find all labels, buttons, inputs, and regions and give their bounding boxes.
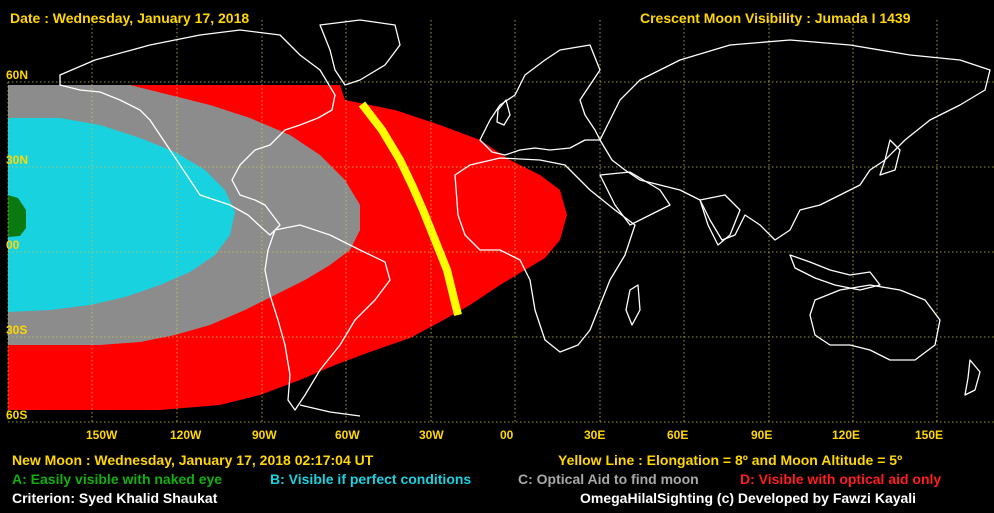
europe-outline [479, 44, 601, 156]
graticule [7, 20, 994, 423]
visibility-zones [8, 85, 567, 410]
zone-b-cyan [8, 118, 235, 312]
yellow-elongation-line [358, 101, 462, 316]
legend-c: C: Optical Aid to find moon [518, 471, 699, 487]
lon-label-30e: 30E [584, 428, 606, 442]
legend-a: A: Easily visible with naked eye [12, 471, 223, 487]
madagascar-outline [625, 284, 641, 326]
lat-label-60n: 60N [6, 68, 29, 82]
lat-label-30s: 30S [6, 323, 28, 337]
australia-outline [809, 284, 941, 361]
lon-label-60e: 60E [667, 428, 689, 442]
lon-label-90e: 90E [751, 428, 773, 442]
japan-outline [879, 139, 901, 176]
continent-outlines [59, 19, 991, 417]
credit: OmegaHilalSighting (c) Developed by Fawz… [580, 490, 917, 506]
yellow-line-info: Yellow Line : Elongation = 8º and Moon A… [558, 452, 903, 468]
lon-label-150w: 150W [86, 428, 118, 442]
lon-label-60w: 60W [335, 428, 360, 442]
new-zealand-outline [964, 359, 981, 396]
lon-label-120w: 120W [170, 428, 202, 442]
lon-label-30w: 30W [419, 428, 444, 442]
africa-outline [454, 157, 636, 353]
asia-outline [599, 39, 991, 241]
antarctica-outline [299, 404, 361, 417]
uk-outline [496, 99, 511, 126]
lat-label-60s: 60S [6, 408, 28, 422]
lon-label-90w: 90W [252, 428, 277, 442]
date-title: Date : Wednesday, January 17, 2018 [10, 10, 250, 26]
visibility-title: Crescent Moon Visibility : Jumada I 1439 [640, 10, 911, 26]
lat-label-30n: 30N [6, 153, 29, 167]
indonesia-outline [789, 254, 881, 291]
new-moon-info: New Moon : Wednesday, January 17, 2018 0… [12, 452, 374, 468]
legend-d: D: Visible with optical aid only [740, 471, 942, 487]
zone-a-green [8, 195, 26, 237]
india-outline [699, 194, 741, 246]
lon-label-00: 00 [500, 428, 514, 442]
criterion: Criterion: Syed Khalid Shaukat [12, 490, 218, 506]
north-america-outline [59, 29, 336, 236]
lat-label-00: 00 [6, 238, 20, 252]
south-america-outline [264, 224, 391, 411]
greenland-outline [319, 19, 401, 86]
arabia-outline [599, 171, 671, 226]
lon-label-150e: 150E [915, 428, 944, 442]
legend-b: B: Visible if perfect conditions [270, 471, 472, 487]
lon-label-120e: 120E [832, 428, 861, 442]
